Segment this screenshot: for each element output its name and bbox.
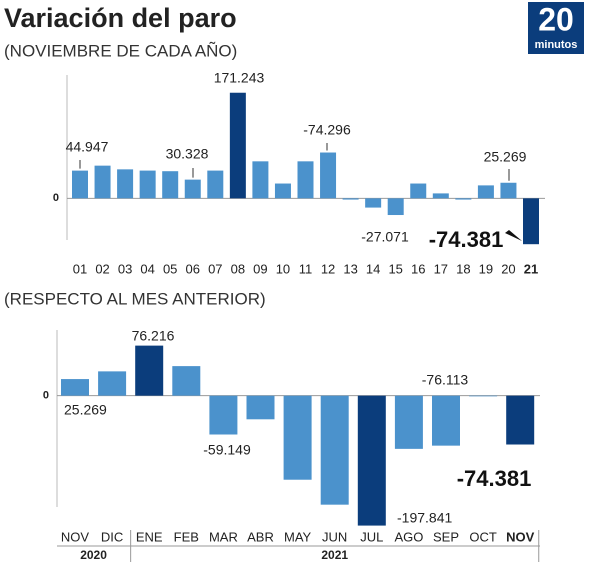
data-label: -197.841 [397,510,452,526]
bar [283,395,312,480]
bar [410,183,427,199]
data-label: 25.269 [484,149,527,165]
x-tick-label: ABR [247,529,274,544]
data-label: -59.149 [203,442,251,458]
bar [207,170,224,199]
x-tick-label: 07 [208,261,222,276]
x-tick-label: 05 [163,261,177,276]
x-tick-label: 01 [73,261,87,276]
x-tick-label: MAY [284,529,312,544]
data-label: -74.381 [457,466,532,491]
bar [135,345,164,396]
bar [357,395,386,526]
bar [162,171,179,199]
x-tick-label: JUN [322,529,347,544]
logo [528,2,584,54]
x-tick-label: 10 [276,261,290,276]
y-tick-label: 0 [43,390,49,402]
data-label: -74.381 [429,227,504,252]
bar [274,183,291,199]
leader-line [505,230,522,241]
bar [477,185,494,199]
bar [342,198,359,200]
group-label: 2020 [80,548,107,562]
bar [72,170,88,199]
bar [432,395,460,446]
bar [469,395,498,397]
x-tick-label: JUL [360,529,383,544]
bar [252,161,269,199]
x-tick-label: 15 [388,261,402,276]
bar [172,366,201,396]
data-label: -74.296 [303,122,351,138]
bar [246,395,275,420]
x-tick-label: 11 [299,261,313,276]
x-tick-label: ENE [136,529,163,544]
bar [209,395,238,435]
bar [394,395,423,449]
data-label: 30.328 [166,146,209,162]
bar [297,161,314,199]
x-tick-label: NOV [506,529,535,544]
subtitle: (NOVIEMBRE DE CADA AÑO) [4,41,237,60]
bar [500,182,517,199]
y-tick-label: 0 [53,192,59,204]
x-tick-label: FEB [174,529,199,544]
bar [139,170,156,199]
x-tick-label: 09 [253,261,267,276]
x-tick-label: NOV [61,529,90,544]
x-tick-label: 04 [140,261,154,276]
x-tick-label: 12 [321,261,335,276]
x-tick-label: AGO [394,529,423,544]
x-tick-label: OCT [469,529,497,544]
x-tick-label: 19 [479,261,493,276]
logo-number: 20 [538,1,574,37]
data-label: 44.947 [66,139,109,155]
bar [523,198,539,245]
logo-text: minutos [535,39,578,51]
subtitle: (RESPECTO AL MES ANTERIOR) [4,289,266,308]
x-tick-label: 16 [411,261,425,276]
x-tick-label: MAR [209,529,238,544]
x-tick-label: 03 [118,261,132,276]
x-tick-label: 14 [366,261,380,276]
data-label: 171.243 [214,70,265,86]
bar [387,198,404,216]
bar [184,179,201,199]
group-label: 2021 [321,548,348,562]
bar [506,395,535,445]
data-label: 76.216 [132,328,175,344]
data-label: 25.269 [64,402,107,418]
data-label: -27.071 [361,229,409,245]
bar [98,371,127,396]
bar [365,198,382,208]
bar [229,92,246,199]
x-tick-label: 02 [95,261,109,276]
x-tick-label: 06 [186,261,200,276]
bar [320,152,337,199]
bar [117,169,134,199]
x-tick-label: DIC [101,529,123,544]
x-tick-label: SEP [433,529,459,544]
bar [455,198,472,200]
x-tick-label: 13 [343,261,357,276]
x-tick-label: 17 [434,261,448,276]
bar [94,165,111,199]
x-tick-label: 18 [456,261,470,276]
bar [320,395,349,505]
bar [432,193,449,199]
x-tick-label: 08 [231,261,245,276]
bar [61,379,89,396]
x-tick-label: 21 [524,261,538,276]
x-tick-label: 20 [501,261,515,276]
data-label: -76.113 [422,372,469,388]
chart-title: Variación del paro [4,3,237,33]
